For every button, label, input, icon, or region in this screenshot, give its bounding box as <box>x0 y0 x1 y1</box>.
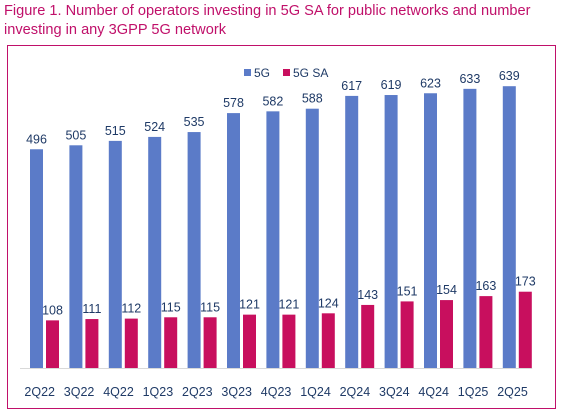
value-label-5g-2q22: 496 <box>26 132 47 146</box>
value-label-5g-sa-3q24: 151 <box>397 284 418 298</box>
bar-5g-sa-4q24 <box>440 300 453 368</box>
x-tick-1q23: 1Q23 <box>143 385 174 399</box>
x-tick-1q24: 1Q24 <box>300 385 331 399</box>
bar-chart: 5G 5G SA 496 108 505 111 515 112 524 115 535 115 57… <box>20 66 536 399</box>
value-label-5g-3q24: 619 <box>381 78 402 92</box>
value-label-5g-sa-3q22: 111 <box>82 302 101 316</box>
bar-5g-sa-2q23 <box>203 317 217 368</box>
bar-5g-sa-3q22 <box>85 319 99 368</box>
legend-swatch-5g <box>244 69 251 76</box>
x-tick-4q22: 4Q22 <box>103 385 134 399</box>
bar-5g-1q25 <box>463 88 477 369</box>
value-label-5g-sa-4q23: 121 <box>278 298 299 312</box>
bar-5g-sa-2q24 <box>361 304 375 368</box>
legend-label-5g-sa: 5G SA <box>293 66 328 80</box>
bar-5g-1q23 <box>148 136 162 368</box>
legend: 5G 5G SA <box>244 66 328 80</box>
value-label-5g-1q25: 633 <box>459 72 480 86</box>
value-label-5g-1q24: 588 <box>302 92 323 106</box>
chart-frame: 5G 5G SA 496 108 505 111 515 112 524 115 535 115 57… <box>7 45 556 409</box>
x-tick-2q23: 2Q23 <box>182 385 213 399</box>
x-tick-2q25: 2Q25 <box>497 385 528 399</box>
bar-5g-3q22 <box>69 145 83 368</box>
value-label-5g-sa-2q24: 143 <box>357 288 378 302</box>
x-tick-3q23: 3Q23 <box>221 385 252 399</box>
value-label-5g-sa-1q25: 163 <box>475 279 496 293</box>
bar-5g-2q23 <box>187 132 201 368</box>
bar-5g-4q22 <box>108 140 122 368</box>
figure-title: Figure 1. Number of operators investing … <box>4 3 531 38</box>
value-label-5g-sa-3q23: 121 <box>239 298 260 312</box>
bar-5g-1q24 <box>305 108 319 368</box>
x-tick-4q23: 4Q23 <box>261 385 292 399</box>
value-label-5g-sa-2q25: 173 <box>515 275 536 289</box>
bar-5g-sa-2q22 <box>46 320 59 368</box>
value-label-5g-sa-1q24: 124 <box>318 296 339 310</box>
bar-5g-3q24 <box>384 95 398 368</box>
value-label-5g-4q23: 582 <box>262 94 283 108</box>
value-label-5g-sa-4q22: 112 <box>121 302 141 316</box>
legend-label-5g: 5G <box>254 66 270 80</box>
bar-5g-sa-3q23 <box>243 314 256 368</box>
bar-5g-2q22 <box>30 149 43 368</box>
bar-5g-sa-4q23 <box>282 314 296 368</box>
x-tick-2q22: 2Q22 <box>24 385 55 399</box>
bar-5g-sa-2q25 <box>518 291 532 368</box>
bar-5g-4q23 <box>266 111 280 368</box>
x-tick-4q24: 4Q24 <box>418 385 449 399</box>
bar-5g-sa-1q23 <box>164 317 178 368</box>
x-tick-3q24: 3Q24 <box>379 385 410 399</box>
bar-5g-2q24 <box>345 95 359 368</box>
value-label-5g-4q22: 515 <box>105 124 126 138</box>
x-axis-tick-labels: 2Q22 3Q22 4Q22 1Q23 2Q23 3Q23 4Q23 1Q24 2Q24 3Q24… <box>24 385 527 399</box>
value-label-5g-sa-2q22: 108 <box>42 303 63 317</box>
bar-5g-sa-1q24 <box>321 313 335 368</box>
value-label-5g-sa-1q23: 115 <box>161 300 181 314</box>
bar-5g-2q25 <box>502 86 516 369</box>
value-label-5g-sa-4q24: 154 <box>436 283 457 297</box>
bar-5g-sa-4q22 <box>124 318 138 368</box>
value-label-5g-2q24: 617 <box>341 79 362 93</box>
value-label-5g-2q25: 639 <box>499 69 520 83</box>
x-tick-3q22: 3Q22 <box>64 385 95 399</box>
bar-5g-4q24 <box>424 93 437 368</box>
x-tick-1q25: 1Q25 <box>458 385 489 399</box>
value-label-5g-3q22: 505 <box>65 128 86 142</box>
value-label-5g-2q23: 535 <box>184 115 205 129</box>
value-label-5g-sa-2q23: 115 <box>200 300 220 314</box>
bars <box>30 86 532 369</box>
bar-5g-sa-3q24 <box>400 301 414 368</box>
bar-5g-sa-1q25 <box>479 296 493 368</box>
value-label-5g-4q24: 623 <box>420 76 441 90</box>
x-tick-2q24: 2Q24 <box>340 385 371 399</box>
legend-swatch-5g-sa <box>283 69 290 76</box>
bar-5g-3q23 <box>227 113 240 369</box>
value-labels: 496 108 505 111 515 112 524 115 535 115 578 121 582 1… <box>26 69 536 317</box>
value-label-5g-1q23: 524 <box>144 120 165 134</box>
value-label-5g-3q23: 578 <box>223 96 244 110</box>
